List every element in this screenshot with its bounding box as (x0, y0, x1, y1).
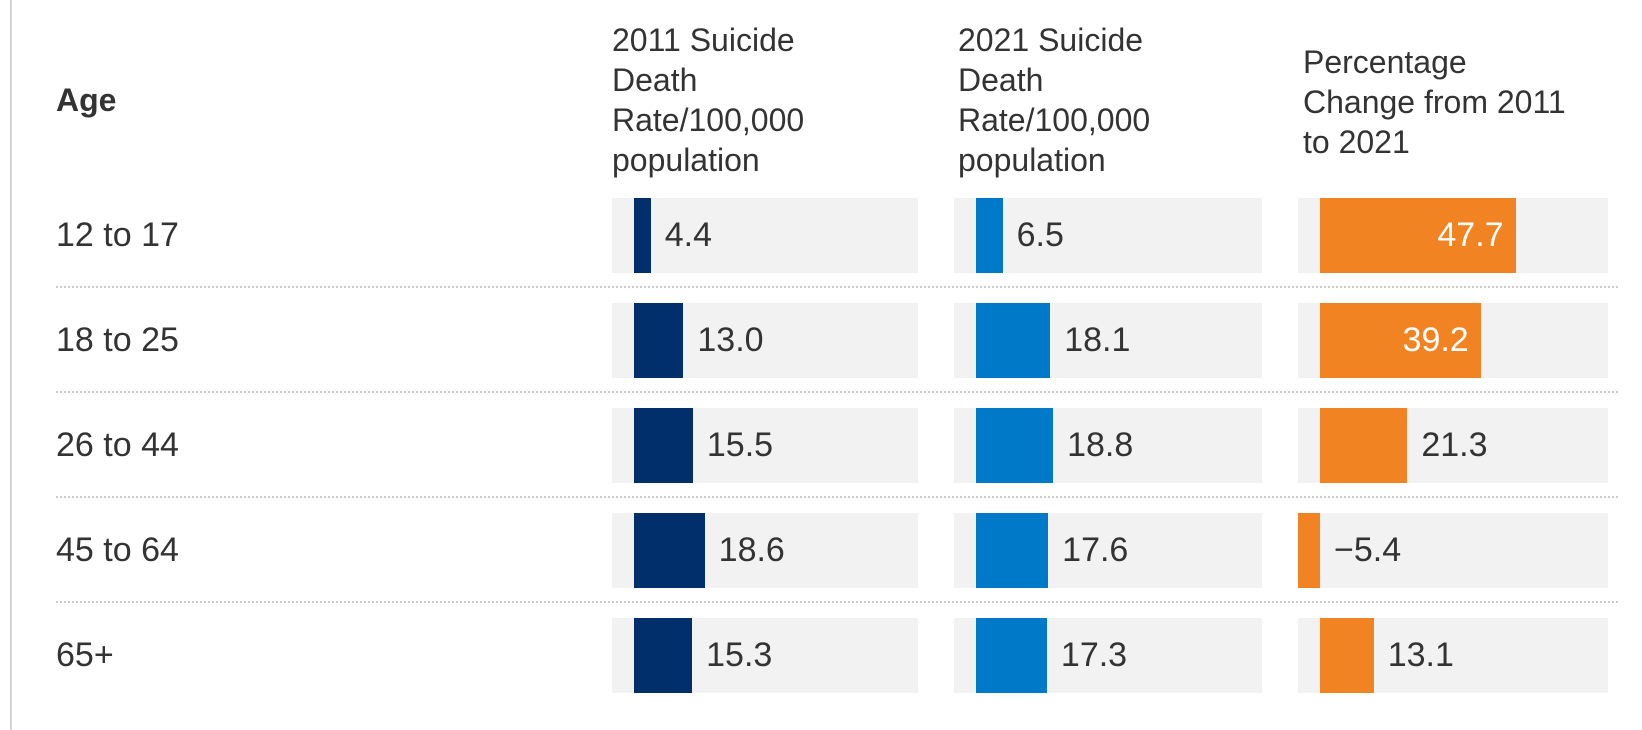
data-bar (976, 513, 1049, 588)
bar-cell-background (954, 198, 1262, 273)
data-bar (634, 408, 693, 483)
bar-cell-background (1298, 513, 1608, 588)
header-2011-rate: 2011 Suicide Death Rate/100,000 populati… (612, 20, 912, 180)
data-bar (1320, 303, 1481, 378)
data-label: 4.4 (664, 216, 712, 254)
header-age: Age (56, 82, 117, 118)
row-label-age: 18 to 25 (56, 321, 179, 359)
data-bar (634, 198, 651, 273)
data-label: 18.8 (1067, 426, 1134, 464)
data-bar (976, 408, 1054, 483)
header-2021-rate-line: Rate/100,000 (958, 102, 1151, 138)
data-label: 13.1 (1387, 636, 1454, 674)
header-2021-rate-line: Death (958, 62, 1044, 98)
table-row: 65+ 15.3 17.3 13.1 (0, 618, 1642, 693)
header-percentage-change-line: Change from 2011 (1303, 84, 1566, 120)
header-2021-rate-line: population (958, 142, 1106, 178)
row-separator (56, 286, 1618, 288)
left-border-rule (10, 0, 12, 730)
header-percentage-change: Percentage Change from 2011 to 2021 (1303, 42, 1623, 162)
row-separator (56, 496, 1618, 498)
header-percentage-change-line: Percentage (1303, 44, 1467, 80)
header-2011-rate-line: population (612, 142, 760, 178)
data-label: 13.0 (697, 321, 764, 359)
data-bar (1297, 513, 1320, 588)
row-label-age: 26 to 44 (56, 426, 179, 464)
row-label-age: 45 to 64 (56, 531, 179, 569)
table-row: 12 to 17 4.4 6.5 47.7 (0, 198, 1642, 273)
header-percentage-change-line: to 2021 (1303, 124, 1410, 160)
header-2011-rate-line: Rate/100,000 (612, 102, 805, 138)
table-row: 26 to 44 15.5 18.8 21.3 (0, 408, 1642, 483)
row-label-age: 65+ (56, 636, 114, 674)
data-label: 18.6 (718, 531, 785, 569)
row-separator (56, 601, 1618, 603)
data-bar (634, 303, 684, 378)
table-row: 45 to 64 18.6 17.6 −5.4 (0, 513, 1642, 588)
header-2011-rate-line: 2011 Suicide (612, 22, 795, 58)
data-label: 17.6 (1062, 531, 1129, 569)
data-label: 15.3 (706, 636, 773, 674)
data-label: 18.1 (1064, 321, 1131, 359)
data-label: 21.3 (1421, 426, 1488, 464)
table-row: 18 to 25 13.0 18.1 39.2 (0, 303, 1642, 378)
data-label: 47.7 (1437, 216, 1504, 254)
data-label: −5.4 (1334, 531, 1402, 569)
row-label-age: 12 to 17 (56, 216, 179, 254)
header-2011-rate-line: Death (612, 62, 698, 98)
data-label: 17.3 (1060, 636, 1128, 674)
header-2021-rate-line: 2021 Suicide (958, 22, 1144, 58)
data-bar (634, 618, 693, 693)
bar-cell-background (612, 198, 918, 273)
data-bar (976, 198, 1003, 273)
data-bar (634, 513, 705, 588)
data-bar (1320, 408, 1408, 483)
row-separator (56, 391, 1618, 393)
data-bar (976, 303, 1051, 378)
header-2021-rate: 2021 Suicide Death Rate/100,000 populati… (958, 20, 1258, 180)
data-label: 6.5 (1016, 216, 1064, 254)
data-bar (1320, 618, 1374, 693)
data-label: 39.2 (1402, 321, 1469, 359)
data-label: 15.5 (706, 426, 774, 464)
data-bar (1320, 198, 1516, 273)
data-bar (976, 618, 1047, 693)
